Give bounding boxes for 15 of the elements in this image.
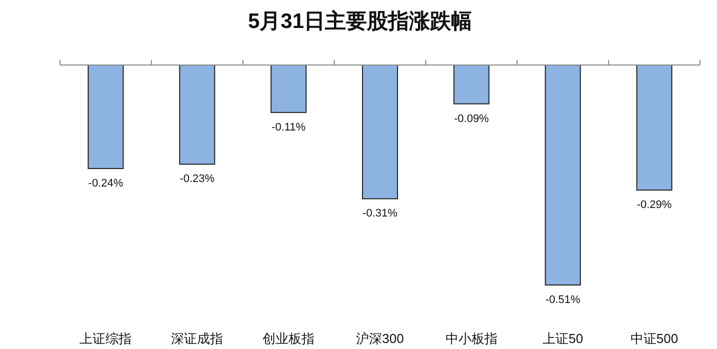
x-tick-label: 沪深300	[356, 331, 404, 346]
data-label: -0.23%	[180, 173, 215, 186]
x-tick-label: 深证成指	[171, 331, 224, 346]
data-label: -0.31%	[362, 208, 398, 220]
data-label: -0.11%	[272, 121, 306, 134]
data-label: -0.09%	[454, 112, 490, 125]
x-tick-label: 上证综指	[80, 331, 132, 346]
x-tick-label: 上证50	[542, 331, 584, 346]
x-tick-label: 创业板指	[262, 331, 315, 346]
chart-title: 5月31日主要股指涨跌幅	[248, 9, 472, 33]
x-tick-label: 中小板指	[445, 331, 498, 346]
data-label: -0.51%	[545, 294, 580, 306]
data-label: -0.24%	[88, 178, 124, 190]
data-label: -0.29%	[636, 199, 672, 212]
x-tick-label: 中证500	[630, 331, 678, 346]
